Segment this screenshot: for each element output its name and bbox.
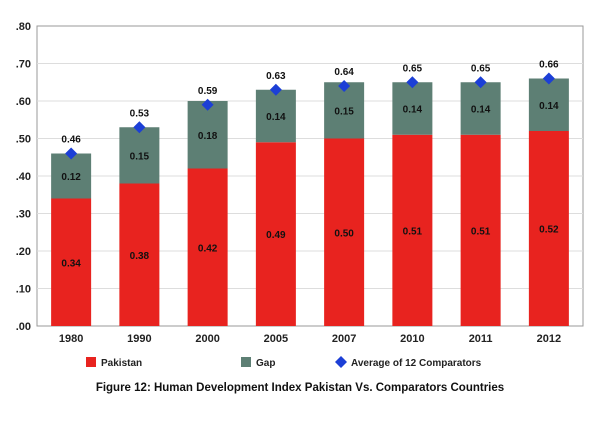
x-tick-label: 1980 bbox=[59, 333, 83, 345]
y-tick-label: .00 bbox=[16, 321, 31, 333]
gap-value-label: 0.14 bbox=[266, 112, 286, 123]
pakistan-value-label: 0.51 bbox=[403, 226, 423, 237]
gap-bar bbox=[51, 153, 92, 199]
gap-value-label: 0.12 bbox=[61, 172, 81, 183]
y-tick-label: .20 bbox=[16, 246, 31, 258]
y-tick-label: .30 bbox=[16, 209, 31, 221]
gap-value-label: 0.14 bbox=[471, 105, 491, 116]
average-marker bbox=[474, 76, 487, 89]
pakistan-bar bbox=[187, 168, 228, 326]
average-value-label: 0.63 bbox=[266, 71, 286, 82]
y-tick-label: .60 bbox=[16, 96, 31, 108]
legend-swatch bbox=[86, 357, 96, 367]
average-value-label: 0.64 bbox=[334, 67, 354, 78]
legend-label: Average of 12 Comparators bbox=[351, 358, 482, 369]
pakistan-bar bbox=[119, 183, 160, 326]
y-tick-label: .50 bbox=[16, 134, 31, 146]
y-tick-label: .80 bbox=[16, 21, 31, 33]
legend-label: Gap bbox=[256, 358, 275, 369]
pakistan-bar bbox=[324, 138, 365, 326]
pakistan-value-label: 0.51 bbox=[471, 226, 491, 237]
x-tick-label: 2007 bbox=[332, 333, 356, 345]
pakistan-value-label: 0.52 bbox=[539, 225, 559, 236]
gap-value-label: 0.14 bbox=[403, 105, 423, 116]
gap-value-label: 0.18 bbox=[198, 131, 218, 142]
pakistan-value-label: 0.42 bbox=[198, 243, 218, 254]
gap-bar bbox=[460, 82, 501, 135]
pakistan-bar bbox=[460, 134, 501, 326]
gap-bar bbox=[392, 82, 433, 135]
x-tick-label: 2011 bbox=[469, 333, 493, 345]
average-value-label: 0.65 bbox=[403, 63, 423, 74]
gap-bar bbox=[187, 101, 228, 169]
average-value-label: 0.66 bbox=[539, 60, 559, 71]
figure-caption: Figure 12: Human Development Index Pakis… bbox=[96, 382, 504, 394]
average-marker bbox=[406, 76, 419, 89]
average-value-label: 0.53 bbox=[130, 108, 150, 119]
average-marker bbox=[338, 80, 351, 92]
pakistan-value-label: 0.38 bbox=[130, 251, 150, 262]
average-marker bbox=[542, 72, 555, 85]
average-markers: 0.46 0.53 0.59 0.63 0.64 0.65 0.65 0.66 bbox=[61, 60, 559, 160]
gap-bar bbox=[528, 78, 569, 131]
average-marker bbox=[65, 147, 78, 160]
pakistan-value-label: 0.49 bbox=[266, 230, 286, 241]
x-tick-label: 2005 bbox=[264, 333, 288, 345]
gap-value-label: 0.15 bbox=[130, 151, 150, 162]
legend-swatch bbox=[241, 357, 251, 367]
legend: Pakistan Gap Average of 12 Comparators bbox=[86, 356, 482, 369]
x-tick-label: 2010 bbox=[400, 333, 424, 345]
legend-diamond bbox=[335, 356, 347, 368]
average-marker bbox=[269, 83, 282, 96]
pakistan-bar bbox=[528, 131, 569, 326]
y-tick-label: .40 bbox=[16, 171, 31, 183]
average-value-label: 0.65 bbox=[471, 63, 491, 74]
legend-label: Pakistan bbox=[101, 358, 142, 369]
gap-bar bbox=[119, 127, 160, 184]
pakistan-bar bbox=[255, 142, 296, 326]
average-value-label: 0.46 bbox=[61, 135, 81, 146]
average-marker bbox=[133, 121, 146, 134]
y-tick-label: .70 bbox=[16, 59, 31, 71]
x-axis-ticks: 1980 1990 2000 2005 2007 2010 2011 2012 bbox=[59, 333, 561, 345]
average-marker bbox=[201, 98, 214, 111]
pakistan-bar bbox=[392, 134, 433, 326]
average-value-label: 0.59 bbox=[198, 86, 218, 97]
pakistan-value-label: 0.50 bbox=[334, 228, 354, 239]
x-tick-label: 2012 bbox=[537, 333, 561, 345]
pakistan-value-label: 0.34 bbox=[61, 258, 81, 269]
y-tick-label: .10 bbox=[16, 284, 31, 296]
gap-bar bbox=[255, 89, 296, 143]
x-tick-label: 1990 bbox=[127, 333, 151, 345]
pakistan-bar bbox=[51, 198, 92, 326]
gap-value-label: 0.14 bbox=[539, 101, 559, 112]
gap-value-label: 0.15 bbox=[334, 106, 354, 117]
bars: 0.34 0.12 0.38 0.15 0.42 0.18 0.49 0.14 0.50 0.15… bbox=[51, 78, 569, 326]
y-axis-ticks: .00 .10 .20 .30 .40 .50 .60 .70 .80 bbox=[16, 21, 31, 333]
x-tick-label: 2000 bbox=[195, 333, 219, 345]
